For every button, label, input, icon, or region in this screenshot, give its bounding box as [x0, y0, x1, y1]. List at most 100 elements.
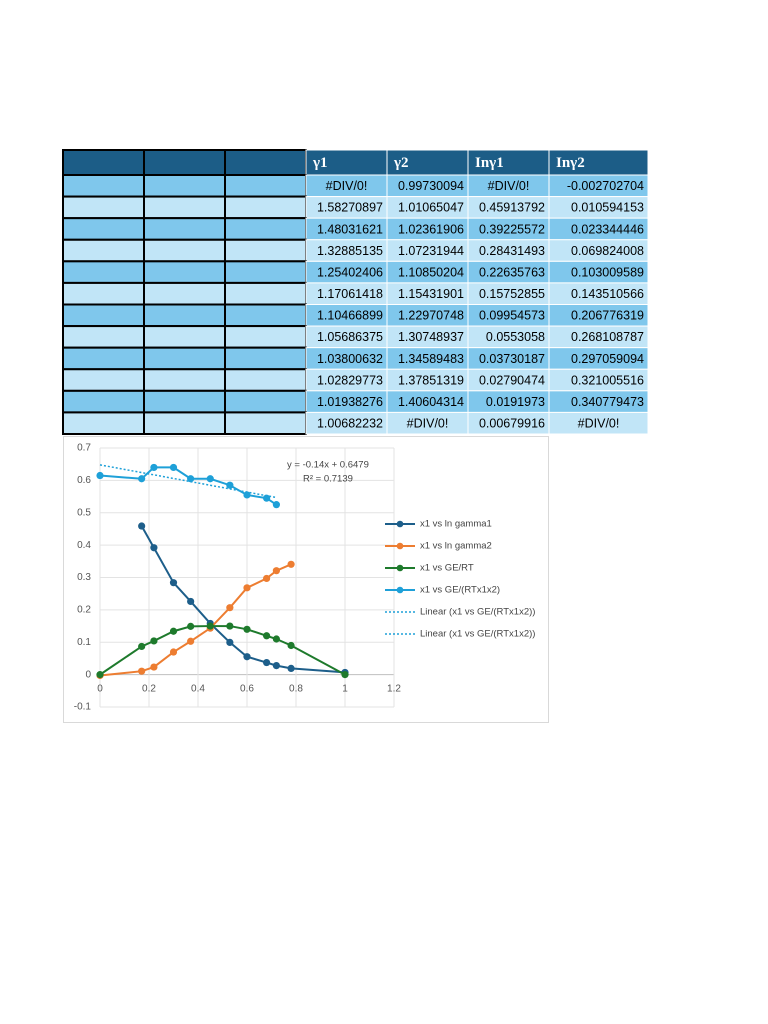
data-point [226, 481, 234, 489]
data-point [206, 622, 214, 630]
data-point [272, 567, 280, 575]
table-cell [143, 411, 226, 435]
table-cell [224, 260, 307, 284]
y-tick-label: 0.7 [77, 443, 91, 454]
trendline-equation: y = -0.14x + 0.6479 [287, 460, 369, 471]
header-cell [305, 149, 388, 176]
cell-text: 1.40604314 [398, 395, 464, 409]
table-cell [62, 260, 145, 284]
cell-text: 0.268108787 [571, 330, 644, 344]
cell-text: 0.45913792 [479, 201, 545, 215]
table-cell [62, 411, 145, 435]
legend-label: x1 vs ln gamma1 [420, 519, 492, 530]
cell-text: 1.58270897 [317, 201, 383, 215]
data-point [187, 637, 195, 645]
header-label: γ1 [312, 155, 328, 171]
cell-text: 0.22635763 [479, 265, 545, 279]
data-point [169, 579, 178, 587]
cell-text: 1.30748937 [398, 330, 464, 344]
cell-text: #DIV/0! [578, 417, 620, 431]
table-cell [62, 238, 145, 263]
data-point [243, 491, 251, 499]
legend-marker [396, 520, 404, 528]
cell-text: #DIV/0! [407, 417, 449, 431]
legend-marker [396, 542, 404, 550]
y-tick-label: 0.1 [77, 637, 91, 648]
legend-label: Linear (x1 vs GE/(RTx1x2)) [420, 607, 535, 618]
cell-text: 0.99730094 [398, 179, 464, 193]
legend-marker [396, 564, 404, 572]
header-cell [143, 149, 226, 176]
table-cell [224, 195, 307, 220]
cell-text: #DIV/0! [488, 179, 530, 193]
x-tick-label: 0 [97, 683, 103, 694]
data-point [169, 463, 178, 472]
cell-text: 0.143510566 [571, 287, 644, 301]
data-point [341, 671, 349, 679]
cell-text: 1.37851319 [398, 373, 464, 387]
y-tick-label: 0 [85, 669, 91, 680]
table-cell [62, 174, 145, 198]
table-cell [224, 217, 307, 241]
data-point [226, 638, 234, 647]
data-point [96, 671, 104, 679]
table-cell [143, 389, 226, 414]
table-cell [143, 195, 226, 220]
table-cell [548, 411, 649, 435]
table-cell [143, 238, 226, 263]
y-tick-label: 0.5 [77, 507, 91, 518]
legend-label: x1 vs GE/RT [420, 563, 474, 574]
cell-text: 0.09954573 [479, 309, 545, 323]
cell-text: 1.07231944 [398, 244, 464, 258]
cell-text: 1.10850204 [398, 265, 464, 279]
data-point [138, 667, 146, 675]
header-cell [62, 149, 145, 176]
table-cell [62, 389, 145, 414]
data-point [138, 475, 146, 483]
data-point [150, 544, 158, 552]
table-cell [224, 238, 307, 263]
table-cell [224, 411, 307, 435]
table-cell [143, 174, 226, 198]
cell-text: #DIV/0! [326, 179, 368, 193]
table-cell [224, 346, 307, 371]
y-tick-label: 0.6 [77, 475, 91, 486]
table-cell [143, 281, 226, 306]
table-cell [62, 217, 145, 241]
data-point [150, 637, 158, 645]
y-tick-label: 0.4 [77, 540, 91, 551]
table-cell [62, 368, 145, 392]
cell-text: 1.34589483 [398, 352, 464, 366]
table-cell [224, 325, 307, 349]
x-tick-label: 0.2 [142, 683, 156, 694]
data-point [169, 648, 178, 656]
header-cell [224, 149, 307, 176]
data-point [96, 471, 104, 480]
cell-text: 0.03730187 [479, 352, 545, 366]
data-point [272, 661, 280, 670]
cell-text: 1.32885135 [317, 244, 383, 258]
data-point [272, 501, 280, 509]
data-point [287, 560, 295, 568]
cell-text: 0.206776319 [571, 309, 644, 323]
cell-text: 0.15752855 [479, 287, 545, 301]
table-cell [224, 368, 307, 392]
data-point [243, 653, 251, 661]
data-point [287, 664, 295, 673]
data-point [187, 475, 195, 483]
cell-text: 0.0191973 [486, 395, 545, 409]
table-cell [62, 195, 145, 220]
cell-text: 1.01938276 [317, 395, 383, 409]
cell-text: 1.15431901 [398, 287, 464, 301]
data-point [263, 658, 271, 667]
cell-text: 0.023344446 [571, 222, 644, 236]
cell-text: 1.05686375 [317, 330, 383, 344]
data-point [206, 475, 214, 483]
header-label: γ2 [393, 155, 409, 171]
table-cell [224, 281, 307, 306]
x-tick-label: 0.8 [289, 683, 303, 694]
data-point [287, 641, 295, 650]
cell-text: 0.103009589 [571, 265, 644, 279]
y-tick-label: -0.1 [74, 702, 92, 713]
